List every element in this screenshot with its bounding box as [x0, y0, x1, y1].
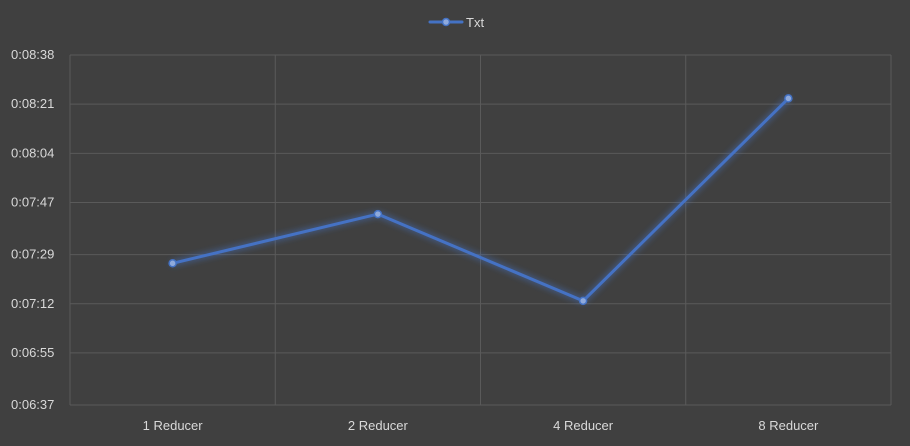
legend[interactable]: Txt — [428, 15, 484, 30]
y-tick-label: 0:08:38 — [11, 47, 54, 62]
x-tick-label: 1 Reducer — [143, 418, 204, 433]
y-tick-label: 0:06:55 — [11, 345, 54, 360]
x-tick-label: 8 Reducer — [758, 418, 819, 433]
x-axis-ticks: 1 Reducer 2 Reducer 4 Reducer 8 Reducer — [143, 418, 819, 433]
y-axis-ticks: 0:06:37 0:06:55 0:07:12 0:07:29 0:07:47 0:08:… — [11, 47, 54, 412]
gridlines — [69, 54, 892, 406]
y-tick-label: 0:07:29 — [11, 247, 54, 262]
y-tick-label: 0:08:04 — [11, 145, 54, 160]
y-tick-label: 0:07:12 — [11, 296, 54, 311]
y-tick-label: 0:06:37 — [11, 397, 54, 412]
legend-swatch-marker — [441, 17, 451, 27]
x-tick-label: 2 Reducer — [348, 418, 409, 433]
x-tick-label: 4 Reducer — [553, 418, 614, 433]
y-tick-label: 0:07:47 — [11, 195, 54, 210]
data-point — [168, 259, 177, 268]
data-point — [373, 209, 383, 219]
legend-label: Txt — [466, 15, 484, 30]
data-point — [578, 296, 588, 306]
data-point — [784, 94, 793, 103]
y-tick-label: 0:08:21 — [11, 96, 54, 111]
series-line — [171, 96, 790, 303]
series-layer — [168, 94, 793, 306]
